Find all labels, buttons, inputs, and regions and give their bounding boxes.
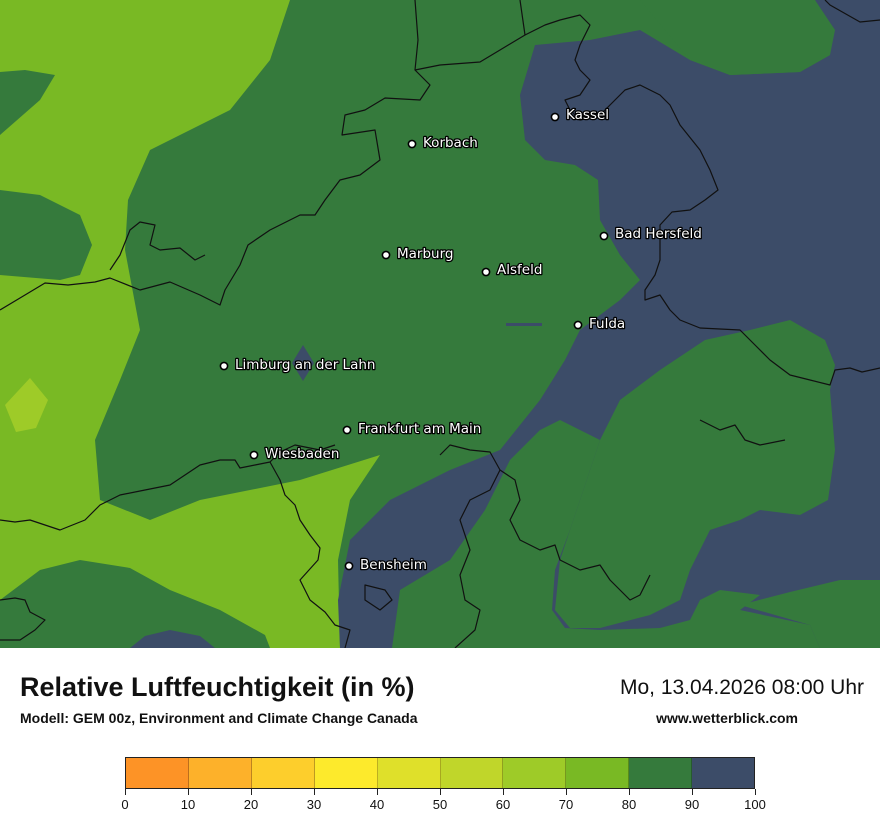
city-limburg-an-der-lahn[interactable]: Limburg an der Lahn: [219, 356, 377, 374]
legend-tick-label: 50: [432, 797, 448, 812]
legend-tick-label: 60: [495, 797, 511, 812]
city-wiesbaden[interactable]: Wiesbaden: [249, 445, 341, 463]
legend-tick: [629, 789, 630, 795]
legend-tick: [188, 789, 189, 795]
legend-tick: [251, 789, 252, 795]
city-label: Kassel: [566, 107, 609, 123]
legend-tick: [755, 789, 756, 795]
legend-tick: [440, 789, 441, 795]
humidity-zone-80-90-se2: [740, 580, 880, 648]
city-label: Limburg an der Lahn: [235, 357, 375, 373]
legend-tick-label: 90: [684, 797, 700, 812]
city-alsfeld[interactable]: Alsfeld: [481, 261, 544, 279]
city-label: Wiesbaden: [265, 446, 339, 462]
legend-bin: [629, 758, 693, 788]
city-label: Marburg: [397, 246, 453, 262]
legend-tick-labels: 0 10 20 30 40 50 60 70 80 90 100: [121, 789, 766, 819]
humidity-zone-90-100-spot: [292, 345, 314, 381]
city-label: Bensheim: [360, 557, 427, 573]
legend-tick: [125, 789, 126, 795]
border-lines: [0, 0, 880, 648]
humidity-zone-80-90-ne: [640, 0, 835, 75]
humidity-zone-80-90-nw: [0, 70, 55, 135]
valid-datetime: Mo, 13.04.2026 08:00 Uhr: [619, 676, 864, 699]
city-label: Bad Hersfeld: [615, 226, 702, 242]
city-label: Frankfurt am Main: [358, 421, 481, 437]
city-fulda[interactable]: Fulda: [573, 315, 626, 333]
map-title: Relative Luftfeuchtigkeit (in %): [20, 672, 415, 702]
legend-tick-label: 40: [369, 797, 385, 812]
humidity-zone-80-90-se: [555, 320, 835, 628]
humidity-map: Kassel Korbach Bad Hersfeld Marburg Alsf…: [0, 0, 880, 648]
humidity-zone-90-100-sw: [130, 630, 215, 648]
model-source: Modell: GEM 00z, Environment and Climate…: [20, 710, 418, 726]
legend-bin: [377, 758, 441, 788]
website-link[interactable]: www.wetterblick.com: [656, 710, 798, 726]
city-kassel[interactable]: Kassel: [550, 106, 610, 124]
city-bad-hersfeld[interactable]: Bad Hersfeld: [599, 225, 703, 243]
legend-tick-label: 80: [621, 797, 637, 812]
legend-bin: [314, 758, 378, 788]
humidity-zone-80-90-sw: [0, 560, 270, 648]
legend-tick-label: 0: [121, 797, 129, 812]
legend-tick: [314, 789, 315, 795]
city-marburg[interactable]: Marburg: [381, 245, 455, 263]
city-markers: Kassel Korbach Bad Hersfeld Marburg Alsf…: [219, 106, 703, 574]
legend-bin: [566, 758, 630, 788]
legend-bin: [440, 758, 504, 788]
legend-bin: [251, 758, 315, 788]
city-label: Fulda: [589, 316, 625, 332]
legend-bin: [126, 758, 189, 788]
legend-tick-label: 100: [744, 797, 766, 812]
legend-bin: [188, 758, 252, 788]
legend-tick: [503, 789, 504, 795]
map-footer: Relative Luftfeuchtigkeit (in %) Modell:…: [0, 648, 880, 830]
city-korbach[interactable]: Korbach: [407, 134, 479, 152]
legend-tick-label: 10: [180, 797, 196, 812]
legend-tick-label: 20: [243, 797, 259, 812]
legend-tick-label: 30: [306, 797, 322, 812]
city-label: Korbach: [423, 135, 478, 151]
city-bensheim[interactable]: Bensheim: [344, 556, 428, 574]
legend-bin: [692, 758, 755, 788]
legend-tick: [566, 789, 567, 795]
humidity-zone-60-70: [5, 378, 48, 432]
legend-bin: [503, 758, 567, 788]
humidity-zone-80-90-w: [0, 190, 92, 280]
humidity-zone-90-100-line: [506, 323, 542, 326]
legend-tick-label: 70: [558, 797, 574, 812]
legend-tick: [377, 789, 378, 795]
color-legend: [125, 757, 755, 789]
city-frankfurt-am-main[interactable]: Frankfurt am Main: [342, 420, 483, 438]
legend-tick: [692, 789, 693, 795]
city-label: Alsfeld: [497, 262, 542, 278]
